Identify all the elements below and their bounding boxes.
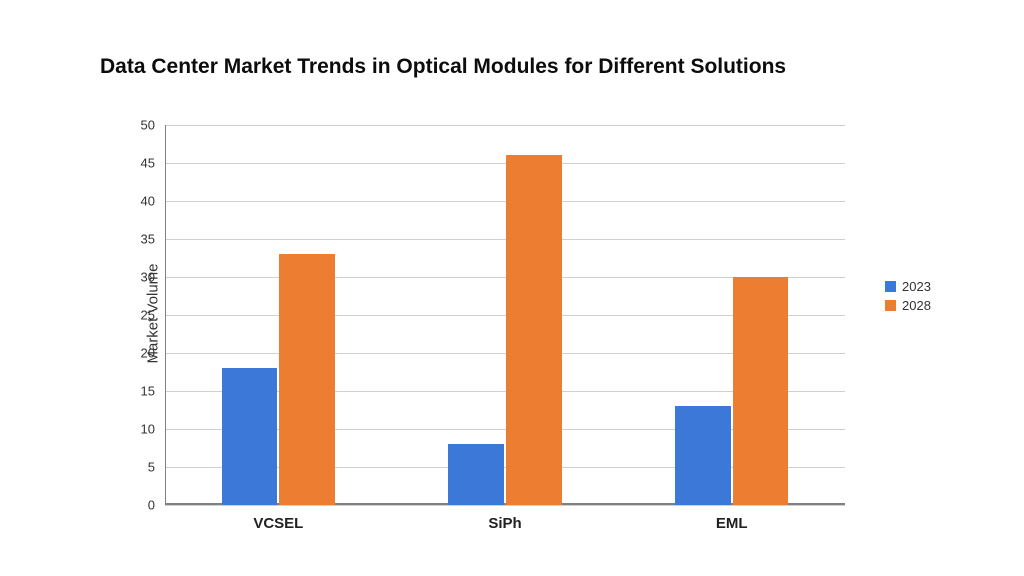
grid-line bbox=[165, 201, 845, 202]
bar bbox=[733, 277, 789, 505]
y-axis bbox=[165, 125, 166, 505]
y-tick-label: 15 bbox=[115, 384, 165, 399]
plot-area: 05101520253035404550Market VolumeVCSELSi… bbox=[165, 125, 845, 505]
x-tick-label: SiPh bbox=[488, 505, 521, 532]
legend-label: 2028 bbox=[902, 298, 931, 313]
y-tick-label: 10 bbox=[115, 422, 165, 437]
y-tick-label: 45 bbox=[115, 156, 165, 171]
y-tick-label: 5 bbox=[115, 460, 165, 475]
bar bbox=[279, 254, 335, 505]
legend-label: 2023 bbox=[902, 279, 931, 294]
y-tick-label: 0 bbox=[115, 498, 165, 513]
y-tick-label: 40 bbox=[115, 194, 165, 209]
y-axis-title: Market Volume bbox=[145, 263, 162, 363]
y-tick-label: 50 bbox=[115, 118, 165, 133]
chart-container: Data Center Market Trends in Optical Mod… bbox=[0, 0, 1024, 576]
x-tick-label: EML bbox=[716, 505, 748, 532]
legend: 2023 2028 bbox=[885, 275, 931, 317]
chart-title: Data Center Market Trends in Optical Mod… bbox=[100, 55, 786, 79]
bar bbox=[222, 368, 278, 505]
grid-line bbox=[165, 163, 845, 164]
grid-line bbox=[165, 125, 845, 126]
legend-swatch bbox=[885, 300, 896, 311]
grid-line bbox=[165, 239, 845, 240]
bar bbox=[448, 444, 504, 505]
legend-swatch bbox=[885, 281, 896, 292]
y-tick-label: 35 bbox=[115, 232, 165, 247]
bar bbox=[506, 155, 562, 505]
x-tick-label: VCSEL bbox=[253, 505, 303, 532]
legend-item: 2023 bbox=[885, 279, 931, 294]
legend-item: 2028 bbox=[885, 298, 931, 313]
bar-chart: 05101520253035404550Market VolumeVCSELSi… bbox=[165, 125, 845, 505]
bar bbox=[675, 406, 731, 505]
